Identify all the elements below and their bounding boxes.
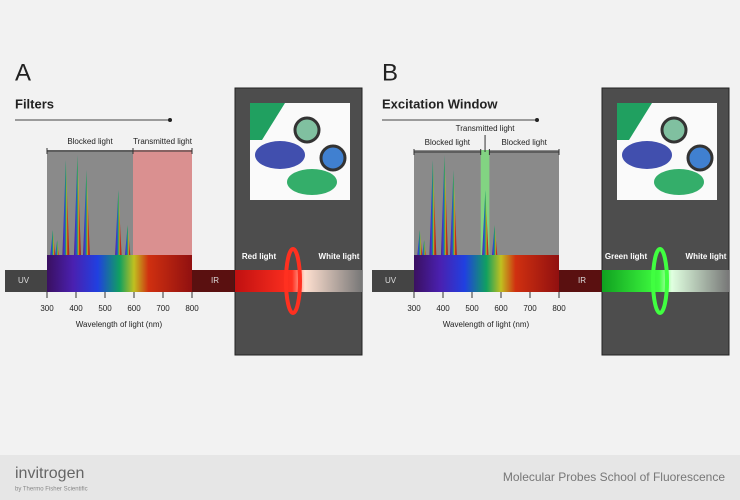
inset-green-spot: [654, 169, 704, 195]
inset-filter: [660, 116, 688, 144]
lens: [651, 247, 669, 315]
tick-label: 700: [156, 304, 170, 313]
brand-sub: by Thermo Fisher Scientific: [15, 487, 88, 493]
peak: [481, 190, 490, 270]
tick-label: 800: [552, 304, 566, 313]
tick-label: 300: [40, 304, 54, 313]
panel: A Filters UV IR 300 400 500 600 700 800 Wavelength…: [5, 59, 363, 356]
ir-label: IR: [211, 276, 219, 285]
tick-label: 500: [98, 304, 112, 313]
rule-dot: [535, 118, 539, 122]
panel: B Excitation Window UV IR 300 400 500 600 700 800…: [372, 59, 730, 356]
rule-dot: [168, 118, 172, 122]
peak: [73, 155, 82, 270]
region-label: Blocked light: [67, 137, 113, 146]
axis-title: Wavelength of light (nm): [76, 320, 163, 329]
tick-label: 700: [523, 304, 537, 313]
axis-title: Wavelength of light (nm): [443, 320, 530, 329]
footer-band: [0, 455, 740, 500]
tick-label: 400: [436, 304, 450, 313]
region-label: Transmitted light: [133, 137, 193, 146]
uv-label: UV: [385, 276, 397, 285]
peak: [82, 170, 91, 270]
panel-title: Filters: [15, 96, 54, 111]
inset-filter: [686, 144, 714, 172]
inset-green: [617, 103, 652, 140]
inset-filter: [293, 116, 321, 144]
beam-in-label: Green light: [605, 252, 648, 261]
panel-letter: B: [382, 59, 398, 86]
tick-label: 600: [494, 304, 508, 313]
panel-letter: A: [15, 59, 31, 86]
inset-green-spot: [287, 169, 337, 195]
region-label: Blocked light: [425, 138, 471, 147]
inset-filter: [319, 144, 347, 172]
spectrum-strip: [414, 255, 559, 292]
course: Molecular Probes School of Fluorescence: [503, 470, 725, 484]
peak: [114, 190, 123, 270]
tick-label: 300: [407, 304, 421, 313]
panels: A Filters UV IR 300 400 500 600 700 800 Wavelength…: [5, 59, 730, 356]
panel-title: Excitation Window: [382, 96, 498, 111]
beam-out-label: White light: [319, 252, 360, 261]
inset-green: [250, 103, 285, 140]
beam-out-label: White light: [686, 252, 727, 261]
uv-strip: [5, 270, 47, 292]
peak: [449, 170, 458, 270]
region-label: Transmitted light: [456, 124, 516, 133]
peak: [440, 155, 449, 270]
uv-label: UV: [18, 276, 30, 285]
peak: [61, 160, 70, 270]
transmitted-region: [133, 150, 192, 270]
inset-blue: [622, 141, 672, 169]
spectrum-strip: [47, 255, 192, 292]
beam-in-label: Red light: [242, 252, 277, 261]
peak: [428, 160, 437, 270]
ir-label: IR: [578, 276, 586, 285]
brand: invitrogen: [15, 465, 84, 482]
tick-label: 500: [465, 304, 479, 313]
inset-blue: [255, 141, 305, 169]
uv-strip: [372, 270, 414, 292]
tick-label: 800: [185, 304, 199, 313]
tick-label: 600: [127, 304, 141, 313]
tick-label: 400: [69, 304, 83, 313]
lens: [284, 247, 302, 315]
region-label: Blocked light: [502, 138, 548, 147]
